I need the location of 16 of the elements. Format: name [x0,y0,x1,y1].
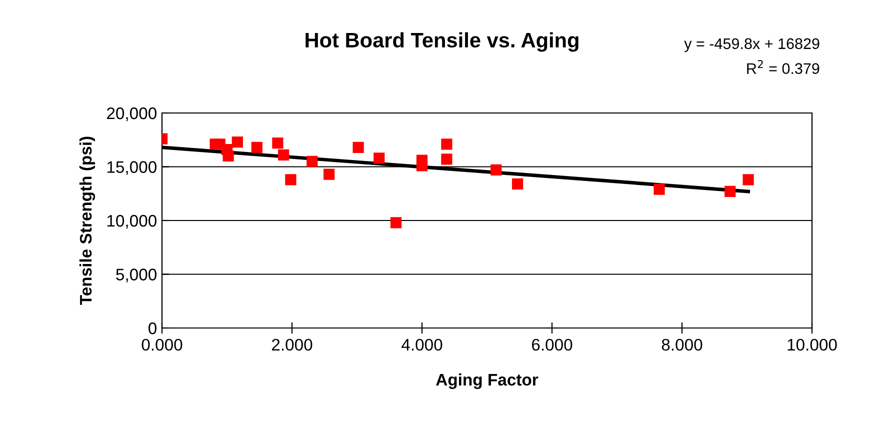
x-tick-label: 10.000 [788,338,837,351]
x-tick-label: 2.000 [272,338,312,351]
y-tick-label: 5,000 [116,268,156,282]
y-axis-title: Tensile Strength (psi) [79,136,96,305]
y-tick-label: 20,000 [107,107,156,122]
y-tick-label: 0 [148,322,156,334]
x-tick-label: 6.000 [532,338,572,351]
text: y = -459.8x + 16829 [684,38,820,52]
x-tick-label: 8.000 [662,338,702,351]
y-tick-label: 10,000 [107,214,156,229]
x-tick-label: 4.000 [402,338,442,351]
x-tick-label: 0.000 [142,338,182,351]
text: R$^{2}$ = 0.379 [747,60,820,74]
y-tick-label: 15,000 [107,161,156,175]
chart-title: Hot Board Tensile vs. Aging [306,32,578,52]
x-axis-title: Aging Factor [436,373,538,390]
